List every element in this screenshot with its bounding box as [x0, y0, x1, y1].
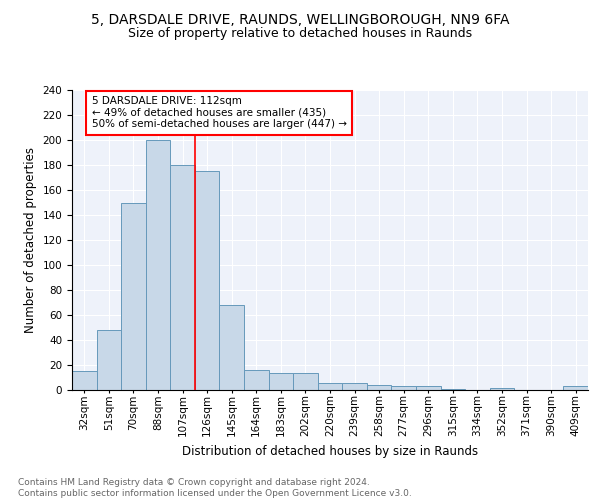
- Bar: [391, 386, 416, 390]
- Bar: [269, 372, 293, 390]
- Text: Size of property relative to detached houses in Raunds: Size of property relative to detached ho…: [128, 28, 472, 40]
- Bar: [440, 389, 465, 390]
- Text: 5, DARSDALE DRIVE, RAUNDS, WELLINGBOROUGH, NN9 6FA: 5, DARSDALE DRIVE, RAUNDS, WELLINGBOROUG…: [91, 12, 509, 26]
- Bar: [97, 330, 121, 390]
- Bar: [146, 140, 170, 390]
- Bar: [121, 202, 146, 390]
- Bar: [170, 165, 195, 390]
- Bar: [367, 385, 391, 390]
- Text: 5 DARSDALE DRIVE: 112sqm
← 49% of detached houses are smaller (435)
50% of semi-: 5 DARSDALE DRIVE: 112sqm ← 49% of detach…: [92, 96, 347, 130]
- Y-axis label: Number of detached properties: Number of detached properties: [24, 147, 37, 333]
- Bar: [416, 386, 440, 390]
- Bar: [195, 171, 220, 390]
- Bar: [318, 382, 342, 390]
- Bar: [244, 370, 269, 390]
- Bar: [490, 388, 514, 390]
- Bar: [342, 382, 367, 390]
- Bar: [72, 371, 97, 390]
- Text: Contains HM Land Registry data © Crown copyright and database right 2024.
Contai: Contains HM Land Registry data © Crown c…: [18, 478, 412, 498]
- Bar: [293, 372, 318, 390]
- Bar: [563, 386, 588, 390]
- X-axis label: Distribution of detached houses by size in Raunds: Distribution of detached houses by size …: [182, 444, 478, 458]
- Bar: [220, 305, 244, 390]
